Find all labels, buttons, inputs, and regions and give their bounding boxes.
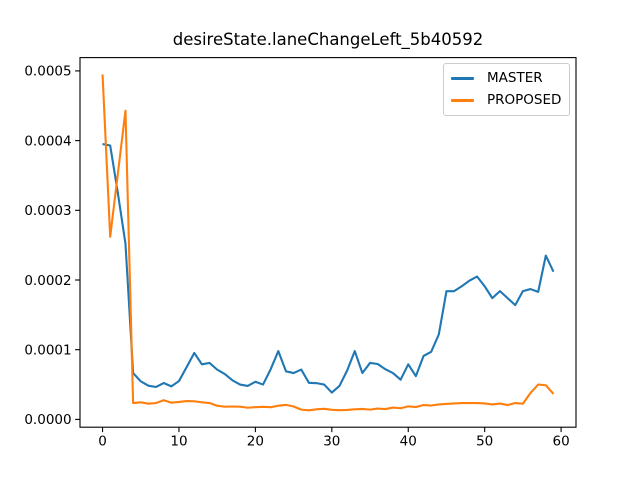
y-tick-label: 0.0005: [24, 64, 71, 80]
x-tick-label: 20: [247, 433, 264, 449]
legend-label-master: MASTER: [487, 70, 543, 86]
y-tick-label: 0.0004: [24, 133, 71, 149]
legend-line-swatch-proposed: [451, 99, 474, 102]
axes-frame: [79, 57, 577, 428]
series-line-master: [102, 143, 555, 394]
x-tick-label: 40: [400, 433, 417, 449]
legend-item-master: MASTER: [451, 69, 561, 88]
x-tick-label: 30: [323, 433, 340, 449]
x-tick-label: 10: [170, 433, 187, 449]
y-tick-label: 0.0000: [24, 412, 71, 428]
x-tick-label: 60: [553, 433, 570, 449]
x-tick-label: 50: [476, 433, 493, 449]
y-tick-label: 0.0003: [24, 203, 71, 219]
legend-label-proposed: PROPOSED: [487, 92, 562, 108]
legend-line-swatch-master: [451, 77, 474, 80]
legend: MASTER PROPOSED: [443, 63, 571, 116]
y-tick-label: 0.0002: [24, 273, 71, 289]
y-tick-label: 0.0001: [24, 342, 71, 358]
chart-title: desireState.laneChangeLeft_5b40592: [172, 30, 484, 49]
legend-item-proposed: PROPOSED: [451, 91, 561, 110]
x-tick-label: 0: [98, 433, 107, 449]
series-line-proposed: [101, 74, 555, 412]
